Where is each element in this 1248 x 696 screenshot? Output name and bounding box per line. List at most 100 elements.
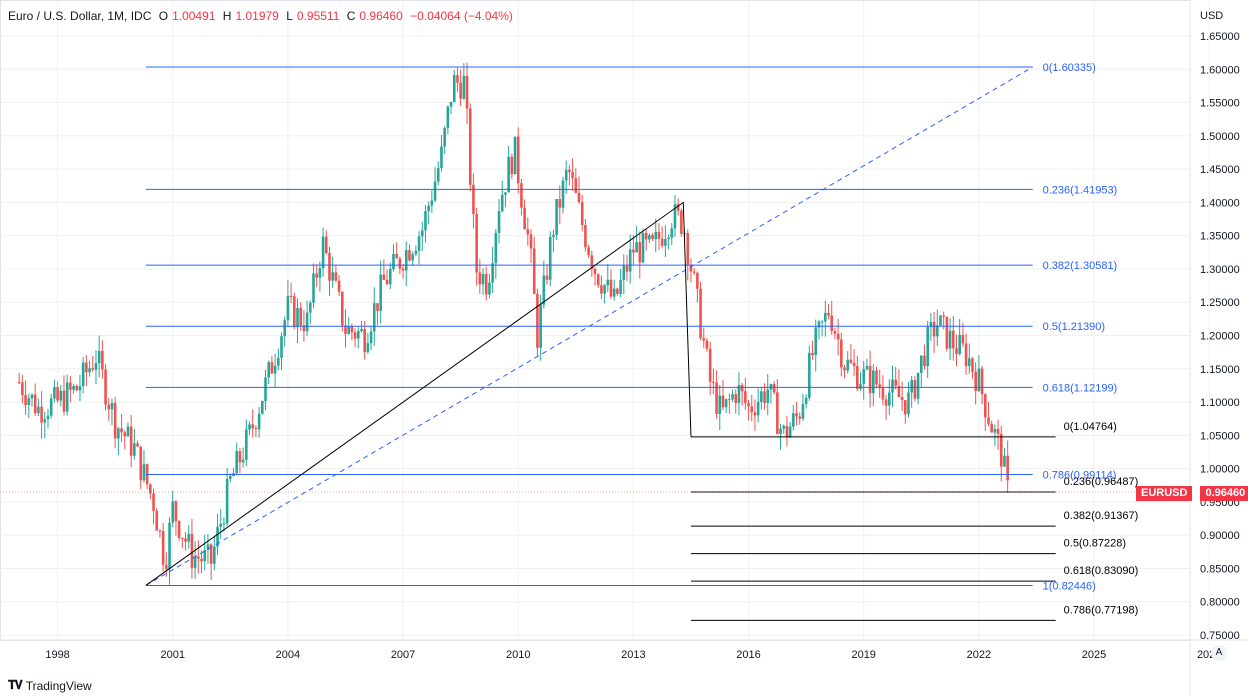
- candle-body: [513, 136, 517, 175]
- candle-body: [216, 526, 219, 547]
- candle-body: [868, 365, 872, 394]
- candle-body: [715, 382, 718, 414]
- x-tick-label: 2004: [276, 649, 300, 661]
- candle-body: [897, 385, 901, 398]
- candle-body: [600, 285, 603, 294]
- fib-level-label: 0.618(1.12199): [1043, 382, 1118, 394]
- candle-body: [584, 225, 587, 248]
- candle-body: [740, 385, 744, 392]
- candle-body: [302, 325, 306, 332]
- candle-body: [328, 253, 331, 281]
- candle-body: [468, 108, 472, 185]
- candle-body: [340, 291, 344, 326]
- candle-body: [43, 419, 47, 423]
- y-tick-label: 1.35000: [1200, 231, 1240, 243]
- candle-body: [836, 333, 840, 340]
- candle-body: [404, 250, 408, 271]
- candle-body: [632, 249, 635, 253]
- x-tick-label: 2025: [1082, 649, 1106, 661]
- candle-body: [206, 544, 210, 551]
- candle-body: [779, 428, 782, 434]
- candle-body: [859, 383, 862, 389]
- candle-body: [548, 236, 552, 280]
- candle-body: [69, 382, 72, 390]
- tradingview-logo[interactable]: 𝐓𝐕 TradingView: [8, 678, 92, 693]
- candle-body: [558, 199, 562, 208]
- candle-body: [971, 358, 974, 372]
- candle-body: [648, 235, 651, 240]
- candle-body: [577, 192, 581, 202]
- candle-body: [350, 326, 354, 333]
- candle-body: [420, 230, 424, 237]
- candle-body: [379, 274, 382, 312]
- candle-body: [24, 395, 27, 405]
- candle-body: [804, 397, 808, 405]
- candle-body: [78, 386, 82, 391]
- candle-body: [149, 484, 152, 494]
- fib-level-label: 0.786(0.99114): [1043, 470, 1117, 482]
- candle-body: [872, 370, 875, 394]
- candle-body: [376, 303, 379, 312]
- candle-body: [987, 417, 990, 424]
- candle-body: [782, 425, 786, 429]
- fib-level-label: 0.5(1.21390): [1043, 321, 1105, 333]
- candle-body: [356, 330, 360, 339]
- candle-body: [472, 184, 475, 215]
- candle-body: [289, 296, 293, 298]
- candle-body: [417, 236, 421, 251]
- last-price-badge: EURUSD 0.96460: [1136, 486, 1248, 501]
- candle-body: [200, 558, 203, 562]
- candle-body: [203, 550, 207, 562]
- auto-scale-button[interactable]: A: [1211, 645, 1227, 661]
- candle-body: [916, 372, 920, 399]
- candle-body: [699, 288, 702, 339]
- candle-body: [744, 391, 747, 403]
- candle-body: [852, 362, 856, 367]
- candle-body: [324, 236, 328, 254]
- candle-body: [603, 285, 606, 294]
- y-tick-label: 1.45000: [1200, 164, 1240, 176]
- candle-body: [625, 265, 629, 272]
- candle-body: [184, 538, 187, 542]
- candle-body: [564, 169, 568, 181]
- y-tick-label: 1.60000: [1200, 64, 1240, 76]
- candle-body: [360, 329, 363, 331]
- candle-body: [798, 416, 802, 419]
- candle-body: [308, 302, 312, 313]
- candle-body: [644, 232, 648, 240]
- candle-body: [427, 205, 430, 212]
- candle-body: [628, 249, 632, 272]
- candle-body: [884, 399, 888, 406]
- fib-trend-line: [145, 201, 692, 586]
- candle-body: [475, 214, 478, 273]
- candle-body: [334, 272, 338, 281]
- high-label: H: [222, 9, 232, 23]
- candle-body: [222, 523, 226, 525]
- candle-body: [331, 272, 334, 281]
- candle-body: [257, 413, 261, 430]
- candle-body: [53, 387, 56, 399]
- candle-body: [689, 264, 693, 272]
- candle-body: [635, 242, 638, 253]
- candle-body: [939, 315, 942, 326]
- candle-body: [388, 269, 392, 285]
- candle-body: [488, 282, 491, 295]
- badge-value: 0.96460: [1200, 486, 1248, 501]
- candle-body: [161, 531, 165, 565]
- candle-body: [65, 382, 69, 412]
- candle-body: [500, 194, 504, 212]
- candle-body: [491, 263, 494, 283]
- candle-body: [840, 339, 843, 368]
- candle-body: [619, 279, 622, 294]
- candle-body: [929, 321, 933, 327]
- candle-body: [888, 392, 891, 406]
- candle-body: [756, 401, 760, 416]
- candle-body: [446, 106, 450, 128]
- candle-body: [766, 389, 770, 403]
- candle-body: [110, 403, 114, 410]
- candle-body: [843, 367, 846, 371]
- candle-body: [353, 332, 357, 339]
- candle-body: [139, 446, 143, 481]
- candle-body: [411, 254, 414, 261]
